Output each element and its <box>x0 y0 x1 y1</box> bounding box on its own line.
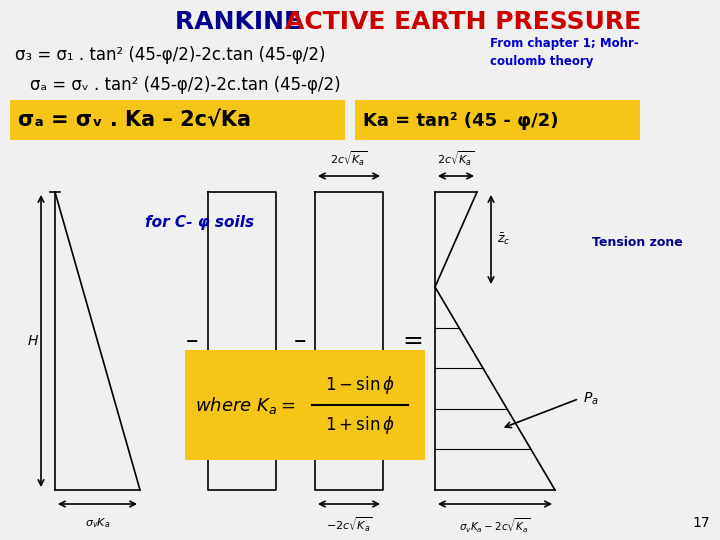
Text: H: H <box>28 334 38 348</box>
Text: σₐ = σᵥ . tan² (45-φ/2)-2c.tan (45-φ/2): σₐ = σᵥ . tan² (45-φ/2)-2c.tan (45-φ/2) <box>30 76 341 94</box>
Text: –: – <box>294 329 306 353</box>
Bar <box>10 100 345 140</box>
Text: $2c\sqrt{K_a}$: $2c\sqrt{K_a}$ <box>330 150 368 168</box>
Text: $2c\sqrt{K_a}$: $2c\sqrt{K_a}$ <box>437 150 474 168</box>
Text: $P_a$: $P_a$ <box>583 390 599 407</box>
Text: $where\ K_a =$: $where\ K_a =$ <box>195 395 295 415</box>
Bar <box>355 100 640 140</box>
Text: ACTIVE EARTH PRESSURE: ACTIVE EARTH PRESSURE <box>285 10 641 34</box>
Text: From chapter 1; Mohr-
coulomb theory: From chapter 1; Mohr- coulomb theory <box>490 37 639 69</box>
Text: Tension zone: Tension zone <box>592 235 683 248</box>
Text: Ka = tan² (45 - φ/2): Ka = tan² (45 - φ/2) <box>363 112 559 130</box>
Text: $1 + \sin\phi$: $1 + \sin\phi$ <box>325 414 395 436</box>
Text: =: = <box>402 329 423 353</box>
Text: $\sigma_v K_a$: $\sigma_v K_a$ <box>85 516 110 530</box>
Text: 17: 17 <box>693 516 710 530</box>
Text: –: – <box>186 329 198 353</box>
Text: $\bar{z}_c$: $\bar{z}_c$ <box>497 232 510 247</box>
Text: $\sigma_v K_a - 2c\sqrt{K_a}$: $\sigma_v K_a - 2c\sqrt{K_a}$ <box>459 516 531 535</box>
Text: $1 - \sin\phi$: $1 - \sin\phi$ <box>325 374 395 396</box>
Bar <box>185 350 425 460</box>
Text: RANKINE: RANKINE <box>175 10 310 34</box>
Text: $-2c\sqrt{K_a}$: $-2c\sqrt{K_a}$ <box>325 516 372 534</box>
Text: σ₃ = σ₁ . tan² (45-φ/2)-2c.tan (45-φ/2): σ₃ = σ₁ . tan² (45-φ/2)-2c.tan (45-φ/2) <box>15 46 325 64</box>
Text: σₐ = σᵥ . Ka – 2c√Ka: σₐ = σᵥ . Ka – 2c√Ka <box>18 111 251 131</box>
Text: for C- φ soils: for C- φ soils <box>145 214 254 230</box>
